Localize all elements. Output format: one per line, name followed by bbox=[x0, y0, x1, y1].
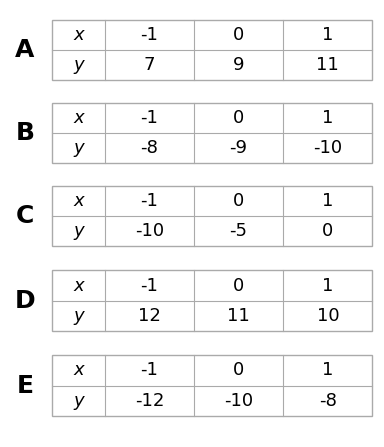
Text: C: C bbox=[16, 204, 34, 228]
Text: -1: -1 bbox=[141, 26, 158, 44]
Text: x: x bbox=[73, 362, 84, 380]
Bar bbox=[52, 270, 372, 331]
Text: 11: 11 bbox=[316, 56, 339, 74]
Text: 0: 0 bbox=[233, 192, 244, 210]
Text: -1: -1 bbox=[141, 192, 158, 210]
Bar bbox=[52, 20, 372, 80]
Text: x: x bbox=[73, 26, 84, 44]
Text: 11: 11 bbox=[227, 307, 250, 325]
Text: B: B bbox=[15, 121, 35, 145]
Bar bbox=[52, 186, 372, 246]
Text: -10: -10 bbox=[224, 392, 253, 409]
Bar bbox=[52, 103, 372, 163]
Text: y: y bbox=[73, 56, 84, 74]
Text: 1: 1 bbox=[322, 192, 334, 210]
Text: 0: 0 bbox=[233, 26, 244, 44]
Text: -9: -9 bbox=[230, 139, 248, 157]
Text: 0: 0 bbox=[233, 109, 244, 127]
Text: x: x bbox=[73, 192, 84, 210]
Text: 1: 1 bbox=[322, 362, 334, 380]
Text: y: y bbox=[73, 307, 84, 325]
Text: A: A bbox=[15, 38, 35, 62]
Text: -12: -12 bbox=[135, 392, 164, 409]
Text: 1: 1 bbox=[322, 277, 334, 295]
Text: -1: -1 bbox=[141, 109, 158, 127]
Text: 0: 0 bbox=[233, 362, 244, 380]
Text: -1: -1 bbox=[141, 277, 158, 295]
Text: 0: 0 bbox=[322, 222, 333, 240]
Text: y: y bbox=[73, 222, 84, 240]
Text: 10: 10 bbox=[316, 307, 339, 325]
Text: -8: -8 bbox=[319, 392, 337, 409]
Text: 12: 12 bbox=[138, 307, 161, 325]
Text: -1: -1 bbox=[141, 362, 158, 380]
Text: -5: -5 bbox=[230, 222, 248, 240]
Text: -10: -10 bbox=[313, 139, 343, 157]
Text: -8: -8 bbox=[141, 139, 158, 157]
Text: 1: 1 bbox=[322, 109, 334, 127]
Text: D: D bbox=[15, 289, 35, 312]
Text: x: x bbox=[73, 277, 84, 295]
Text: -10: -10 bbox=[135, 222, 164, 240]
Text: 0: 0 bbox=[233, 277, 244, 295]
Text: 1: 1 bbox=[322, 26, 334, 44]
Text: x: x bbox=[73, 109, 84, 127]
Bar bbox=[52, 355, 372, 416]
Text: 9: 9 bbox=[233, 56, 244, 74]
Text: 7: 7 bbox=[144, 56, 155, 74]
Text: y: y bbox=[73, 392, 84, 409]
Text: y: y bbox=[73, 139, 84, 157]
Text: E: E bbox=[17, 374, 33, 397]
